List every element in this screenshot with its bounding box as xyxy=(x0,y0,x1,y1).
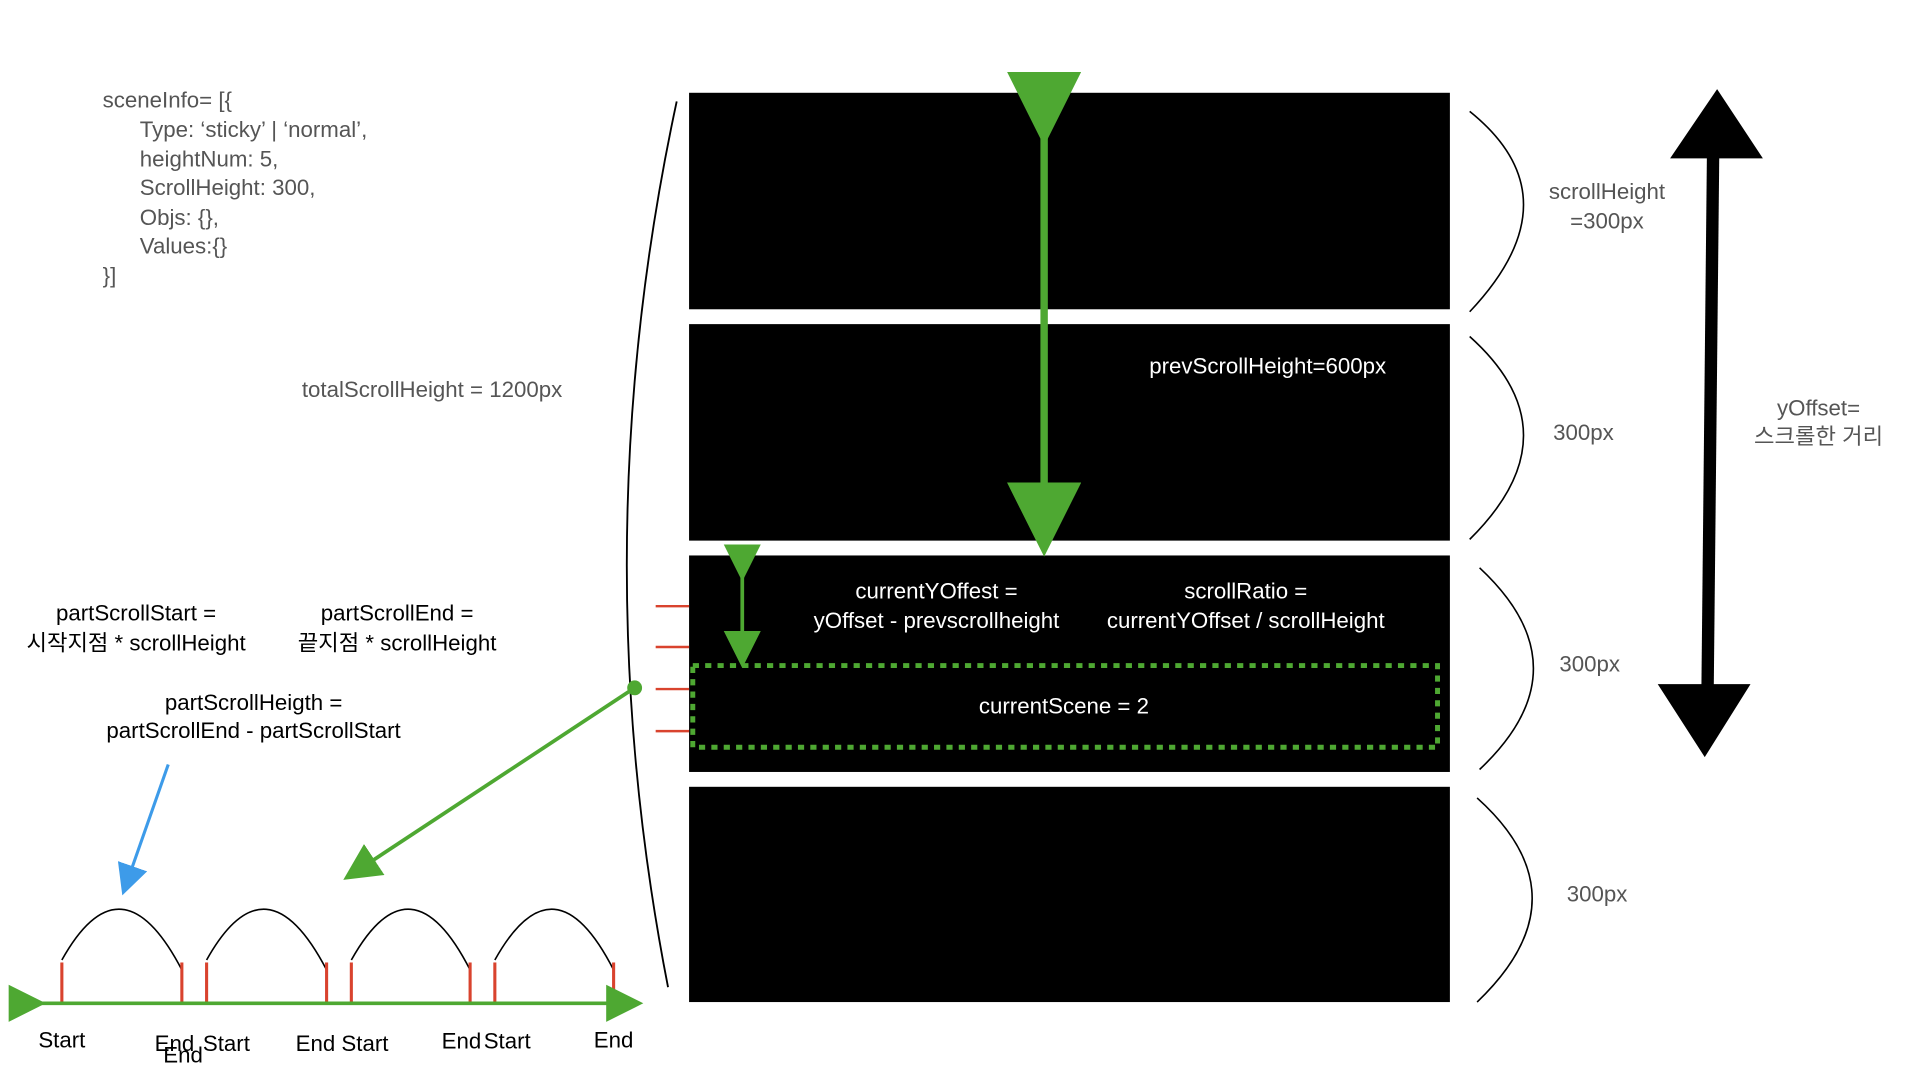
yoffset-label: yOffset= xyxy=(1777,395,1860,420)
block xyxy=(689,786,1450,1003)
side-label: 300px xyxy=(1559,651,1620,676)
code-line: }] xyxy=(103,263,117,288)
code-line: Type: ‘sticky’ | ‘normal’, xyxy=(140,117,368,142)
timeline-label: End xyxy=(594,1028,634,1053)
code-line: sceneInfo= [{ xyxy=(103,87,233,112)
part-height: partScrollEnd - partScrollStart xyxy=(106,718,401,743)
brace xyxy=(625,101,678,988)
prev-label: prevScrollHeight=600px xyxy=(1149,353,1386,378)
current-scene: currentScene = 2 xyxy=(979,694,1149,719)
timeline-ticks xyxy=(60,962,616,1003)
part-end: 끝지점 * scrollHeight xyxy=(298,630,497,655)
green-arrow xyxy=(343,686,636,880)
current-scene-box xyxy=(690,663,1440,750)
ratio-label: scrollRatio = xyxy=(1184,578,1307,603)
timeline-label: Start xyxy=(38,1028,86,1053)
yoffset-heads xyxy=(1657,89,1763,758)
ratio-label: currentYOffset / scrollHeight xyxy=(1107,608,1386,633)
block xyxy=(689,92,1450,310)
part-height: partScrollHeigth = xyxy=(165,690,342,715)
code-line: ScrollHeight: 300, xyxy=(140,175,316,200)
timeline-label: End xyxy=(296,1031,336,1056)
ticks xyxy=(655,604,690,733)
side-label: 300px xyxy=(1553,420,1614,445)
part-start: partScrollStart = xyxy=(56,601,216,626)
blocks xyxy=(689,92,1450,1003)
timeline-label: End xyxy=(442,1029,482,1054)
total-label: totalScrollHeight = 1200px xyxy=(302,377,562,402)
offset-label: currentYOffest = xyxy=(855,578,1017,603)
timeline-label: Start xyxy=(341,1031,389,1056)
code-line: Objs: {}, xyxy=(140,205,219,230)
code-block: sceneInfo= [{ Type: ‘sticky’ | ‘normal’,… xyxy=(103,87,368,288)
side-braces xyxy=(1469,110,1535,1003)
timeline-label: End xyxy=(155,1031,195,1056)
timeline-label: End xyxy=(163,1042,203,1067)
part-end: partScrollEnd = xyxy=(321,601,474,626)
side-label: scrollHeight xyxy=(1549,179,1666,204)
yoffset-label: 스크롤한 거리 xyxy=(1754,424,1883,449)
blue-arrow xyxy=(117,764,170,896)
timeline-arcs xyxy=(61,908,615,971)
code-line: heightNum: 5, xyxy=(140,147,279,172)
yoffset-shaft xyxy=(1701,123,1720,724)
side-label: =300px xyxy=(1570,209,1644,234)
side-label: 300px xyxy=(1567,882,1628,907)
part-start: 시작지점 * scrollHeight xyxy=(27,630,247,655)
offset-label: yOffset - prevscrollheight xyxy=(814,608,1060,633)
code-line: Values:{} xyxy=(140,233,228,258)
timeline-label: Start xyxy=(203,1031,251,1056)
timeline-label: Start xyxy=(484,1029,532,1054)
